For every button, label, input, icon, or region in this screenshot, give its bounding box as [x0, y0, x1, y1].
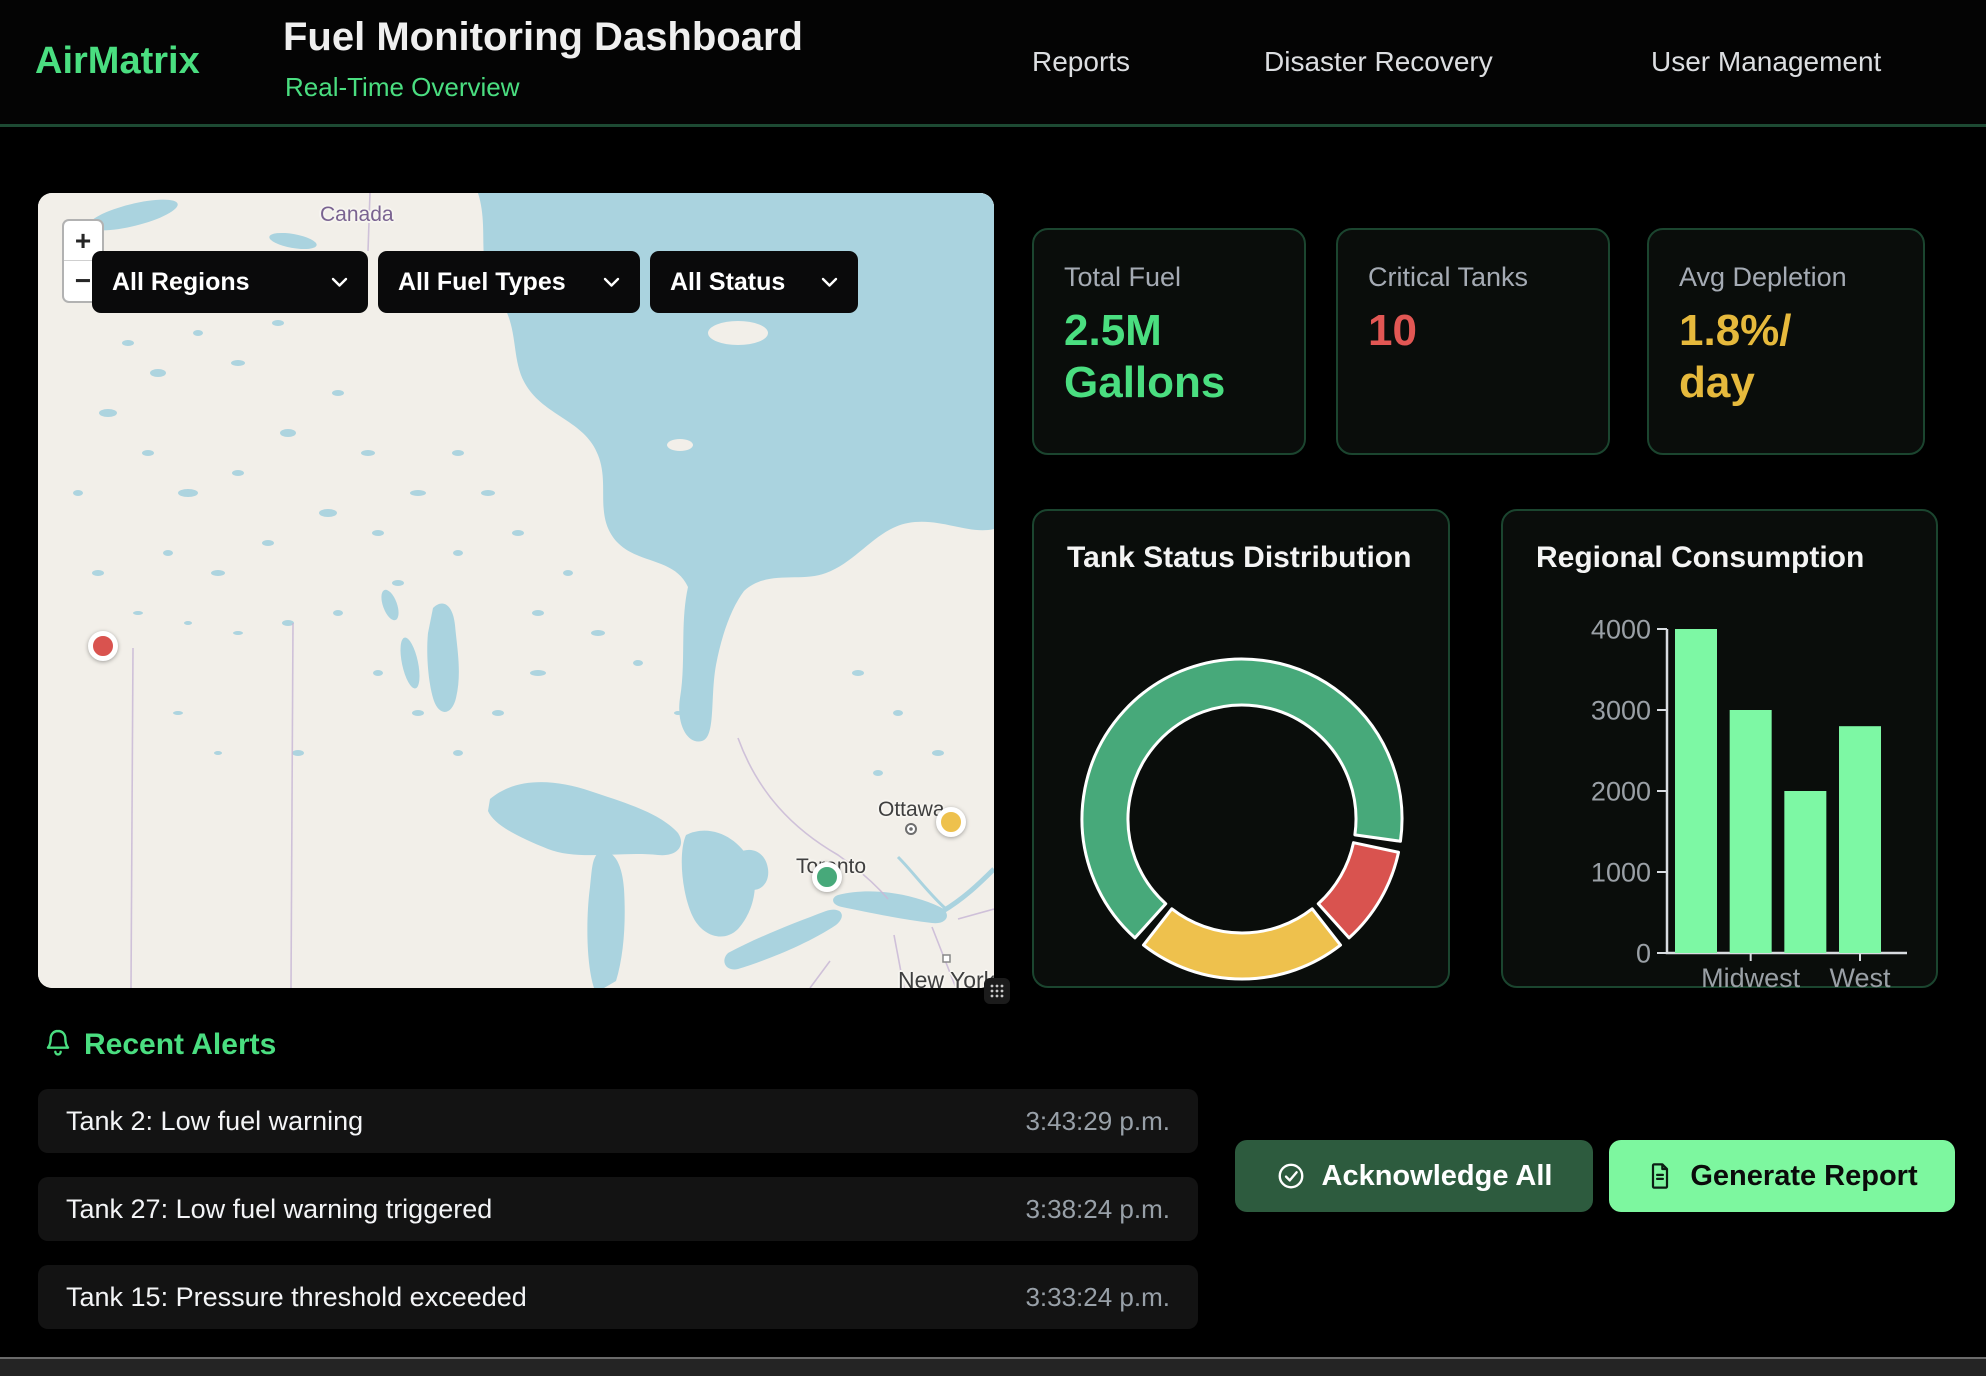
- donut-segment-critical: [1318, 843, 1398, 938]
- bell-icon: [42, 1026, 74, 1060]
- x-tick-label: Midwest: [1701, 963, 1801, 990]
- donut-segment-warning: [1143, 909, 1340, 979]
- region-filter-select[interactable]: All Regions: [92, 251, 368, 313]
- map[interactable]: + − All Regions All Fuel Types All Statu…: [38, 193, 994, 988]
- tank-marker-warning[interactable]: [936, 807, 966, 837]
- alert-message: Tank 2: Low fuel warning: [66, 1106, 363, 1137]
- chevron-down-icon: [331, 277, 348, 288]
- nav-reports[interactable]: Reports: [1032, 46, 1130, 78]
- map-resize-handle[interactable]: [984, 978, 1010, 1004]
- tank-marker-normal[interactable]: [812, 862, 842, 892]
- alert-message: Tank 27: Low fuel warning triggered: [66, 1194, 492, 1225]
- acknowledge-all-button[interactable]: Acknowledge All: [1235, 1140, 1593, 1212]
- chevron-down-icon: [821, 277, 838, 288]
- consumption-bar: [1784, 791, 1826, 953]
- map-label-new-york: New York: [898, 967, 994, 988]
- consumption-bar: [1675, 629, 1717, 953]
- status-filter-value: All Status: [670, 268, 785, 297]
- regional-consumption-bar-chart: 0 1000 2000 3000 4000 Midwest West: [1503, 511, 1940, 990]
- generate-report-label: Generate Report: [1690, 1160, 1917, 1193]
- x-tick-label: West: [1830, 963, 1892, 990]
- tank-status-distribution-card: Tank Status Distribution: [1032, 509, 1450, 988]
- alert-timestamp: 3:43:29 p.m.: [1025, 1106, 1170, 1137]
- page-title: Fuel Monitoring Dashboard: [283, 15, 803, 60]
- report-document-icon: [1646, 1162, 1674, 1190]
- app-logo: AirMatrix: [35, 40, 200, 83]
- y-tick-label: 0: [1636, 938, 1651, 968]
- consumption-bar: [1730, 710, 1772, 953]
- alert-row[interactable]: Tank 27: Low fuel warning triggered 3:38…: [38, 1177, 1198, 1241]
- stat-value: 1.8%/day: [1679, 305, 1811, 409]
- stat-value: 10: [1368, 305, 1578, 357]
- tank-status-donut-chart: [1074, 651, 1410, 987]
- map-label-canada: Canada: [320, 203, 394, 227]
- alert-timestamp: 3:38:24 p.m.: [1025, 1194, 1170, 1225]
- map-label-ottawa: Ottawa: [878, 798, 945, 822]
- generate-report-button[interactable]: Generate Report: [1609, 1140, 1955, 1212]
- stat-value: 2.5M Gallons: [1064, 305, 1284, 409]
- status-filter-select[interactable]: All Status: [650, 251, 858, 313]
- check-circle-icon: [1276, 1161, 1306, 1191]
- map-filters: All Regions All Fuel Types All Status: [92, 251, 858, 313]
- acknowledge-all-label: Acknowledge All: [1322, 1160, 1553, 1193]
- stat-label: Total Fuel: [1064, 262, 1274, 293]
- stat-card-critical-tanks: Critical Tanks 10: [1336, 228, 1610, 455]
- y-tick-label: 3000: [1591, 695, 1651, 725]
- alert-row[interactable]: Tank 2: Low fuel warning 3:43:29 p.m.: [38, 1089, 1198, 1153]
- y-tick-label: 4000: [1591, 614, 1651, 644]
- regional-consumption-card: Regional Consumption 01000200030004000Mi…: [1501, 509, 1938, 988]
- header: AirMatrix Fuel Monitoring Dashboard Real…: [0, 0, 1986, 127]
- recent-alerts-title: Recent Alerts: [84, 1028, 276, 1062]
- y-tick-label: 1000: [1591, 857, 1651, 887]
- nav-disaster-recovery[interactable]: Disaster Recovery: [1264, 46, 1493, 78]
- stat-card-avg-depletion: Avg Depletion 1.8%/day: [1647, 228, 1925, 455]
- page-subtitle: Real-Time Overview: [285, 72, 520, 103]
- donut-chart-title: Tank Status Distribution: [1067, 541, 1411, 575]
- stat-card-total-fuel: Total Fuel 2.5M Gallons: [1032, 228, 1306, 455]
- y-tick-label: 2000: [1591, 776, 1651, 806]
- nav-user-management[interactable]: User Management: [1651, 46, 1881, 78]
- stat-label: Avg Depletion: [1679, 262, 1893, 293]
- tank-marker-critical[interactable]: [88, 631, 118, 661]
- drag-dots-icon: [989, 983, 1005, 999]
- window-bottom-edge: [0, 1357, 1986, 1376]
- fuel-type-filter-select[interactable]: All Fuel Types: [378, 251, 640, 313]
- stat-label: Critical Tanks: [1368, 262, 1578, 293]
- fuel-type-filter-value: All Fuel Types: [398, 268, 566, 297]
- alert-message: Tank 15: Pressure threshold exceeded: [66, 1282, 527, 1313]
- chevron-down-icon: [603, 277, 620, 288]
- consumption-bar: [1839, 726, 1881, 953]
- alert-row[interactable]: Tank 15: Pressure threshold exceeded 3:3…: [38, 1265, 1198, 1329]
- alert-timestamp: 3:33:24 p.m.: [1025, 1282, 1170, 1313]
- region-filter-value: All Regions: [112, 268, 250, 297]
